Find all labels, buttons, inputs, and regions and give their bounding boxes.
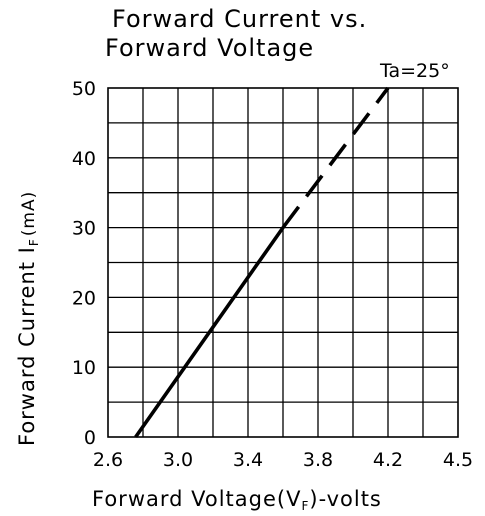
x-axis-label-unit: )-volts: [309, 487, 382, 511]
chart-title-line2: Forward Voltage: [105, 34, 314, 62]
series-line-dashed: [281, 86, 390, 229]
x-tick-label: 4.5: [443, 449, 473, 471]
y-axis-label-subscript: F: [27, 238, 41, 246]
y-tick-labels: 0 10 20 30 40 50: [72, 78, 96, 449]
x-tick-label: 3.0: [163, 449, 193, 471]
y-tick-label: 20: [72, 287, 96, 309]
x-tick-label: 2.6: [93, 449, 123, 471]
plot-frame: [107, 87, 459, 438]
x-tick-labels: 2.6 3.0 3.4 3.8 4.2 4.5: [93, 449, 473, 471]
y-axis-label: Forward Current IF(mA): [15, 191, 41, 446]
x-axis-label: Forward Voltage(VF)-volts: [92, 487, 382, 513]
y-tick-label: 0: [84, 427, 96, 449]
x-tick-label: 4.2: [373, 449, 403, 471]
y-tick-label: 50: [72, 78, 96, 100]
plot-grid: [108, 88, 458, 437]
chart-title-line1: Forward Current vs.: [112, 5, 367, 33]
y-tick-label: 10: [72, 357, 96, 379]
x-tick-label: 3.4: [233, 449, 263, 471]
x-axis-label-subscript: F: [301, 499, 309, 513]
y-tick-label: 30: [72, 218, 96, 240]
temperature-condition: Ta=25°: [379, 60, 450, 82]
y-tick-label: 40: [72, 148, 96, 170]
y-axis-label-unit: (mA): [19, 191, 39, 236]
series-lines: [134, 86, 390, 439]
x-tick-label: 3.8: [303, 449, 333, 471]
series-line-solid: [134, 226, 285, 439]
